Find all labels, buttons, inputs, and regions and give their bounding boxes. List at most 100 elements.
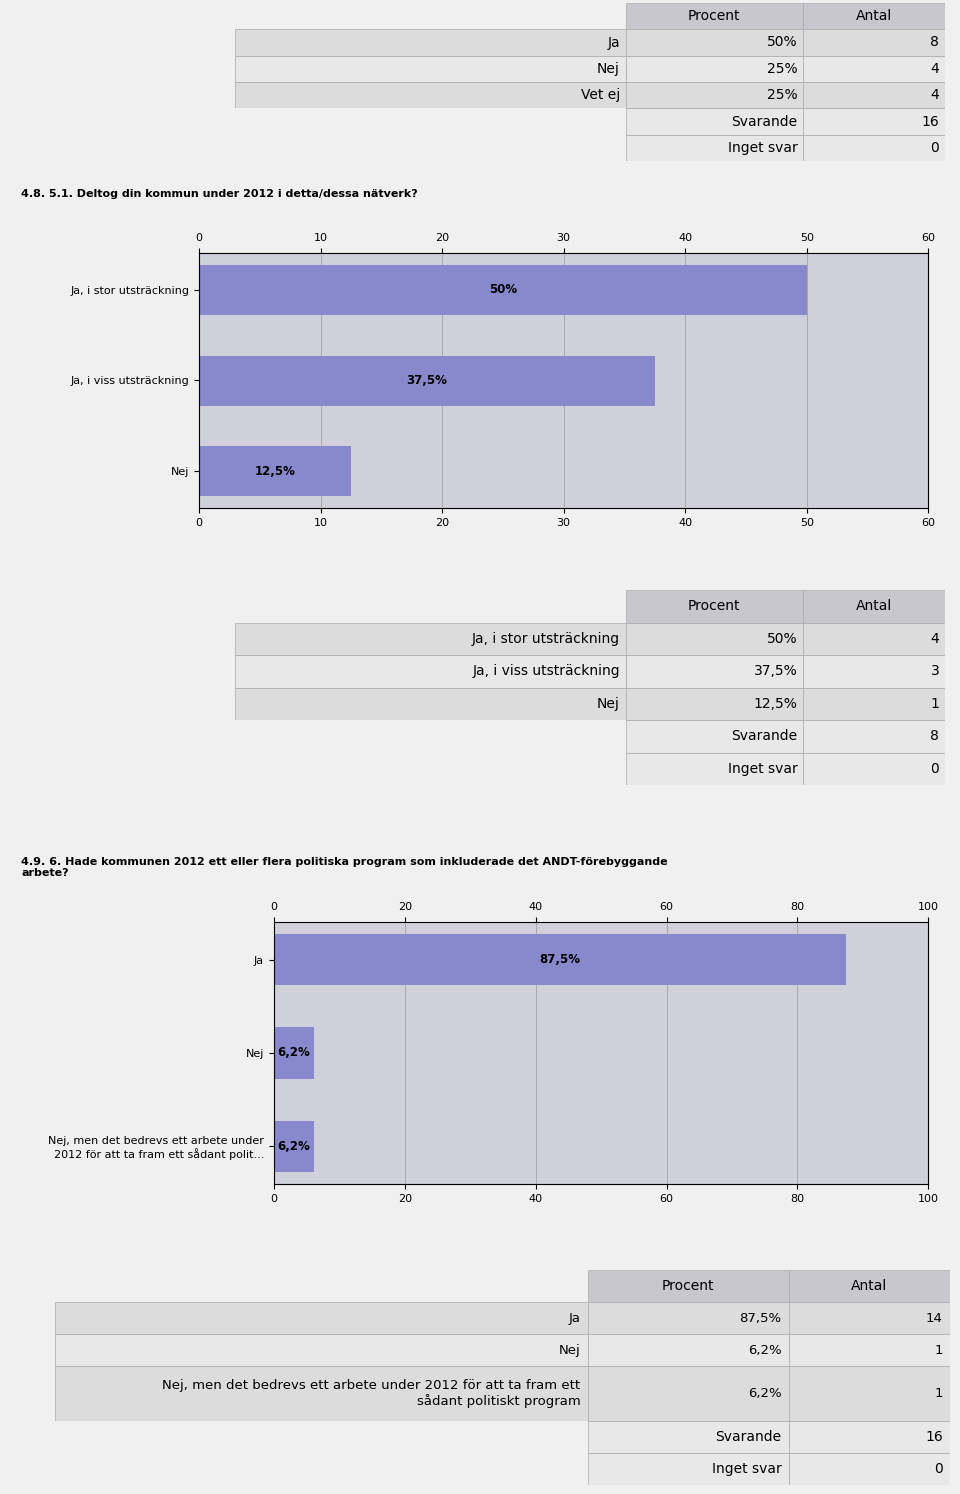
Bar xyxy=(235,654,626,687)
Text: 3: 3 xyxy=(930,665,939,678)
Bar xyxy=(235,109,626,134)
Text: Antal: Antal xyxy=(856,599,892,613)
Bar xyxy=(235,82,626,109)
Bar xyxy=(55,1367,588,1421)
Text: 4: 4 xyxy=(930,632,939,645)
Bar xyxy=(235,590,626,623)
Bar xyxy=(789,1452,950,1485)
Bar xyxy=(199,264,806,315)
Text: 6,2%: 6,2% xyxy=(277,1046,310,1059)
Bar xyxy=(789,1367,950,1421)
Bar xyxy=(588,1367,789,1421)
Text: Ja, i stor utsträckning: Ja, i stor utsträckning xyxy=(471,632,620,645)
Text: 16: 16 xyxy=(925,1430,943,1443)
Bar xyxy=(235,623,626,654)
Text: 14: 14 xyxy=(926,1312,943,1325)
Text: Inget svar: Inget svar xyxy=(728,762,798,775)
Bar xyxy=(803,55,945,82)
Bar xyxy=(626,30,803,55)
Text: Ja, i viss utsträckning: Ja, i viss utsträckning xyxy=(472,665,620,678)
Bar xyxy=(803,687,945,720)
Text: 25%: 25% xyxy=(767,61,798,76)
Text: 50%: 50% xyxy=(489,282,516,296)
Bar xyxy=(199,356,655,405)
Bar xyxy=(55,1421,588,1452)
Bar xyxy=(789,1334,950,1367)
Bar xyxy=(626,109,803,134)
Bar xyxy=(235,720,626,753)
Text: 6,2%: 6,2% xyxy=(748,1386,781,1400)
Text: 1: 1 xyxy=(934,1386,943,1400)
Bar xyxy=(235,55,626,82)
Text: Procent: Procent xyxy=(688,9,740,24)
Text: 6,2%: 6,2% xyxy=(748,1343,781,1357)
Text: Inget svar: Inget svar xyxy=(712,1463,781,1476)
Bar xyxy=(626,753,803,784)
Text: Antal: Antal xyxy=(852,1279,888,1292)
Bar xyxy=(55,1452,588,1485)
Text: Nej: Nej xyxy=(597,61,620,76)
Text: Vet ej: Vet ej xyxy=(581,88,620,102)
Text: 4: 4 xyxy=(930,88,939,102)
Bar xyxy=(55,1334,588,1367)
Text: 16: 16 xyxy=(922,115,939,128)
Bar xyxy=(803,30,945,55)
Bar xyxy=(626,687,803,720)
Bar xyxy=(803,82,945,109)
Bar xyxy=(588,1270,789,1303)
Bar xyxy=(626,3,803,30)
Bar xyxy=(626,654,803,687)
Text: Svarande: Svarande xyxy=(715,1430,781,1443)
Text: 0: 0 xyxy=(934,1463,943,1476)
Text: Inget svar: Inget svar xyxy=(728,140,798,155)
Text: Antal: Antal xyxy=(856,9,892,24)
Text: Procent: Procent xyxy=(662,1279,714,1292)
Bar xyxy=(803,134,945,161)
Bar xyxy=(789,1421,950,1452)
Bar xyxy=(588,1452,789,1485)
Bar xyxy=(235,687,626,720)
Text: 4: 4 xyxy=(930,61,939,76)
Bar xyxy=(274,934,847,985)
Bar xyxy=(199,447,351,496)
Bar xyxy=(803,623,945,654)
Text: Nej, men det bedrevs ett arbete under 2012 för att ta fram ett
sådant politiskt : Nej, men det bedrevs ett arbete under 20… xyxy=(162,1379,581,1409)
Bar xyxy=(789,1303,950,1334)
Text: Svarande: Svarande xyxy=(732,729,798,743)
Text: Procent: Procent xyxy=(688,599,740,613)
Bar xyxy=(803,654,945,687)
Bar xyxy=(588,1421,789,1452)
Bar xyxy=(235,134,626,161)
Text: Svarande: Svarande xyxy=(732,115,798,128)
Bar xyxy=(789,1270,950,1303)
Text: 37,5%: 37,5% xyxy=(754,665,798,678)
Bar xyxy=(626,134,803,161)
Bar xyxy=(626,720,803,753)
Bar xyxy=(274,1120,314,1171)
Text: 12,5%: 12,5% xyxy=(254,465,296,478)
Text: Ja: Ja xyxy=(607,36,620,49)
Text: 0: 0 xyxy=(930,140,939,155)
Bar xyxy=(588,1334,789,1367)
Text: 4.9. 6. Hade kommunen 2012 ett eller flera politiska program som inkluderade det: 4.9. 6. Hade kommunen 2012 ett eller fle… xyxy=(21,856,668,878)
Text: 8: 8 xyxy=(930,36,939,49)
Text: 87,5%: 87,5% xyxy=(540,953,581,967)
Bar xyxy=(803,3,945,30)
Bar xyxy=(803,753,945,784)
Bar xyxy=(803,720,945,753)
Text: Ja: Ja xyxy=(568,1312,581,1325)
Bar xyxy=(274,1028,314,1079)
Bar xyxy=(55,1303,588,1334)
Bar xyxy=(626,590,803,623)
Bar xyxy=(626,55,803,82)
Text: 1: 1 xyxy=(930,696,939,711)
Text: 4.8. 5.1. Deltog din kommun under 2012 i detta/dessa nätverk?: 4.8. 5.1. Deltog din kommun under 2012 i… xyxy=(21,190,419,199)
Text: 87,5%: 87,5% xyxy=(739,1312,781,1325)
Text: 37,5%: 37,5% xyxy=(406,374,447,387)
Text: 6,2%: 6,2% xyxy=(277,1140,310,1153)
Bar xyxy=(235,3,626,30)
Text: Nej: Nej xyxy=(597,696,620,711)
Bar xyxy=(235,30,626,55)
Text: 12,5%: 12,5% xyxy=(754,696,798,711)
Bar xyxy=(55,1270,588,1303)
